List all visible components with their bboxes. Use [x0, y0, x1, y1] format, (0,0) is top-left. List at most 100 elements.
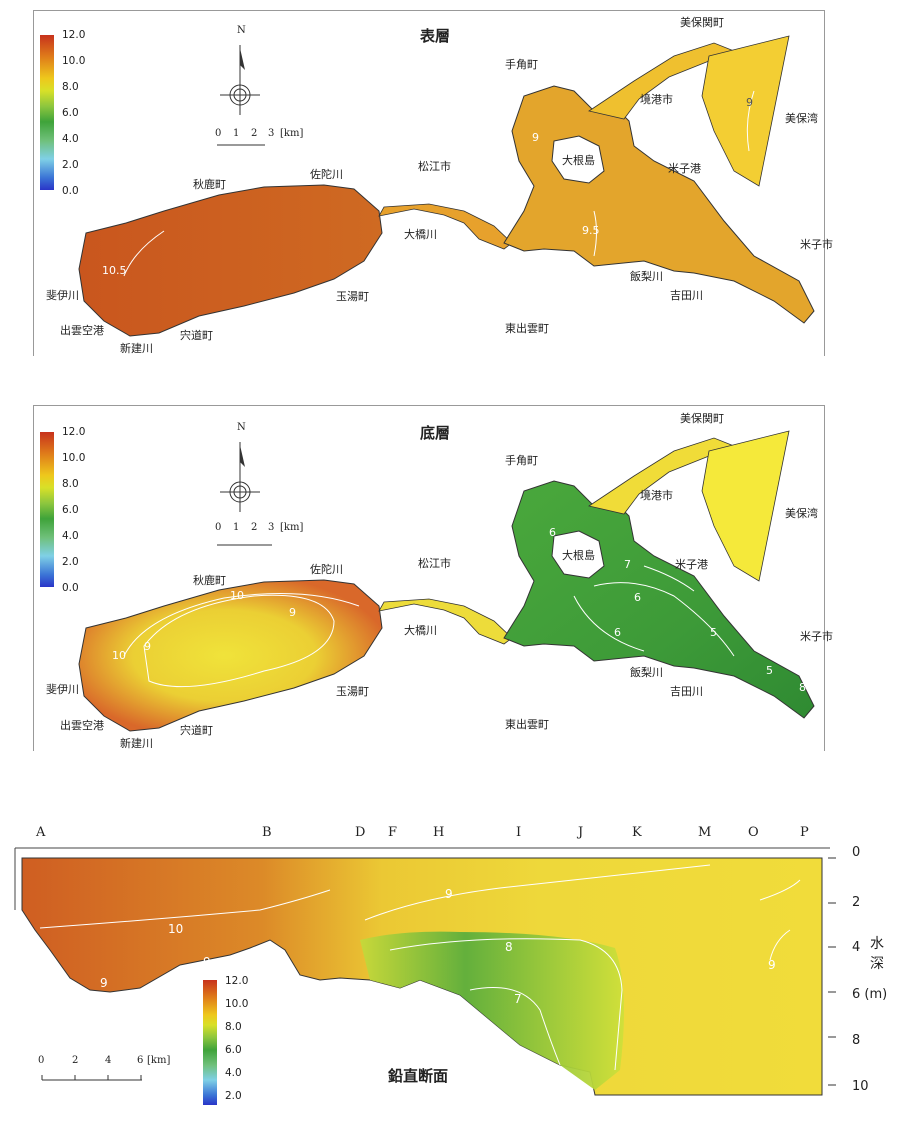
- place-label: 出雲空港: [60, 719, 104, 732]
- section-scale-bar: [41, 1075, 142, 1081]
- colorbar-tick: 2.0: [62, 159, 79, 171]
- place-label: 飯梨川: [630, 666, 663, 679]
- bottom-map-svg: [78, 430, 815, 732]
- daikon-island: [551, 530, 605, 579]
- colorbar-tick: 6.0: [225, 1044, 242, 1056]
- contour-label: 5: [710, 626, 717, 639]
- colorbar-tick: 8.0: [62, 478, 79, 490]
- colorbar-tick: 6.0: [62, 107, 79, 119]
- place-label: 手角町: [505, 454, 538, 467]
- compass-rose-icon: [217, 45, 265, 146]
- place-label: 美保湾: [785, 507, 818, 520]
- contour-label: 6: [549, 526, 556, 539]
- place-label: 東出雲町: [505, 322, 549, 335]
- ohashi-river: [378, 598, 513, 645]
- contour-label: 8: [799, 681, 806, 694]
- place-label: 境港市: [640, 489, 673, 502]
- miho-bay: [701, 35, 790, 187]
- colorbar-tick: 4.0: [62, 530, 79, 542]
- place-label: 米子市: [800, 238, 833, 251]
- surface-title: 表層: [420, 27, 451, 45]
- colorbar-tick: 10.0: [62, 452, 86, 464]
- scale-unit: [km]: [280, 128, 304, 139]
- contour-label: 9: [746, 96, 753, 109]
- colorbar-tick: 10.0: [225, 998, 249, 1010]
- colorbar-tick: 12.0: [225, 975, 249, 987]
- scale-tick: 0: [38, 1055, 45, 1066]
- contour-label: 9: [445, 887, 453, 901]
- surface-map-svg: [78, 35, 815, 337]
- place-label: 玉湯町: [336, 290, 369, 303]
- place-label: 美保関町: [680, 16, 724, 29]
- scale-unit: [km]: [147, 1055, 171, 1066]
- scale-tick: 0: [215, 128, 222, 139]
- surface-map-panel: 10.5 9.5 9 9: [33, 10, 825, 356]
- place-label: 大根島: [562, 154, 595, 167]
- place-label: 玉湯町: [336, 685, 369, 698]
- contour-label: 9: [768, 958, 776, 972]
- place-label: 松江市: [418, 557, 451, 570]
- contour-label: 9: [203, 955, 211, 969]
- colorbar-tick: 4.0: [62, 133, 79, 145]
- place-label: 松江市: [418, 160, 451, 173]
- scale-tick: 6: [137, 1055, 144, 1066]
- contour-label: 9: [289, 606, 296, 619]
- surface-colorbar: [40, 35, 54, 190]
- place-label: 米子港: [675, 558, 708, 571]
- colorbar-tick: 8.0: [225, 1021, 242, 1033]
- colorbar-tick: 12.0: [62, 426, 86, 438]
- place-label: 秋鹿町: [193, 178, 226, 191]
- colorbar-tick: 0.0: [62, 582, 79, 594]
- station-label: J: [578, 825, 584, 840]
- place-label: 吉田川: [670, 289, 703, 302]
- place-label: 美保湾: [785, 112, 818, 125]
- place-label: 新建川: [120, 342, 153, 355]
- contour-label: 6: [586, 486, 593, 499]
- contour-label: 10: [230, 589, 244, 602]
- place-label: 斐伊川: [46, 289, 79, 302]
- lake-shinji: [78, 579, 383, 732]
- place-label: 大橋川: [404, 228, 437, 241]
- station-label: H: [433, 825, 445, 840]
- daikon-island: [551, 135, 605, 184]
- contour-label: 6: [634, 591, 641, 604]
- colorbar-tick: 12.0: [62, 29, 86, 41]
- lake-shinji: [78, 184, 383, 337]
- place-label: 米子市: [800, 630, 833, 643]
- depth-tick: 2: [852, 895, 861, 910]
- section-low-oxygen: [360, 931, 624, 1090]
- place-label: 吉田川: [670, 685, 703, 698]
- contour-label: 10.5: [102, 264, 127, 277]
- scale-tick: 2: [251, 522, 258, 533]
- place-label: 斐伊川: [46, 683, 79, 696]
- section-title: 鉛直断面: [388, 1067, 449, 1085]
- contour-label: 10: [168, 922, 184, 936]
- bottom-map-panel: 10 10 9 9 6 6 7 6 6 5 5 8: [33, 405, 825, 751]
- place-label: 新建川: [120, 737, 153, 750]
- place-label: 宍道町: [180, 329, 213, 342]
- depth-axis-label: 深: [870, 956, 884, 972]
- contour-label: 5: [766, 664, 773, 677]
- vertical-section-svg: [14, 847, 836, 1096]
- place-label: 米子港: [668, 162, 701, 175]
- colorbar-tick: 2.0: [62, 556, 79, 568]
- scale-tick: 1: [233, 128, 240, 139]
- scale-tick: 2: [72, 1055, 79, 1066]
- place-label: 美保関町: [680, 412, 724, 425]
- station-label: A: [36, 825, 46, 840]
- place-label: 佐陀川: [310, 168, 343, 181]
- north-label: N: [237, 422, 246, 433]
- place-label: 大橋川: [404, 624, 437, 637]
- place-label: 秋鹿町: [193, 574, 226, 587]
- place-label: 飯梨川: [630, 270, 663, 283]
- station-label: P: [800, 825, 809, 840]
- contour-label: 9: [532, 131, 539, 144]
- place-label: 境港市: [640, 93, 673, 106]
- depth-axis-label: 水: [870, 936, 884, 952]
- station-label: B: [262, 825, 272, 840]
- scale-tick: 0: [215, 522, 222, 533]
- depth-tick: 0: [852, 845, 861, 860]
- place-label: 宍道町: [180, 724, 213, 737]
- place-label: 出雲空港: [60, 324, 104, 337]
- depth-tick: 6 (m): [852, 987, 888, 1002]
